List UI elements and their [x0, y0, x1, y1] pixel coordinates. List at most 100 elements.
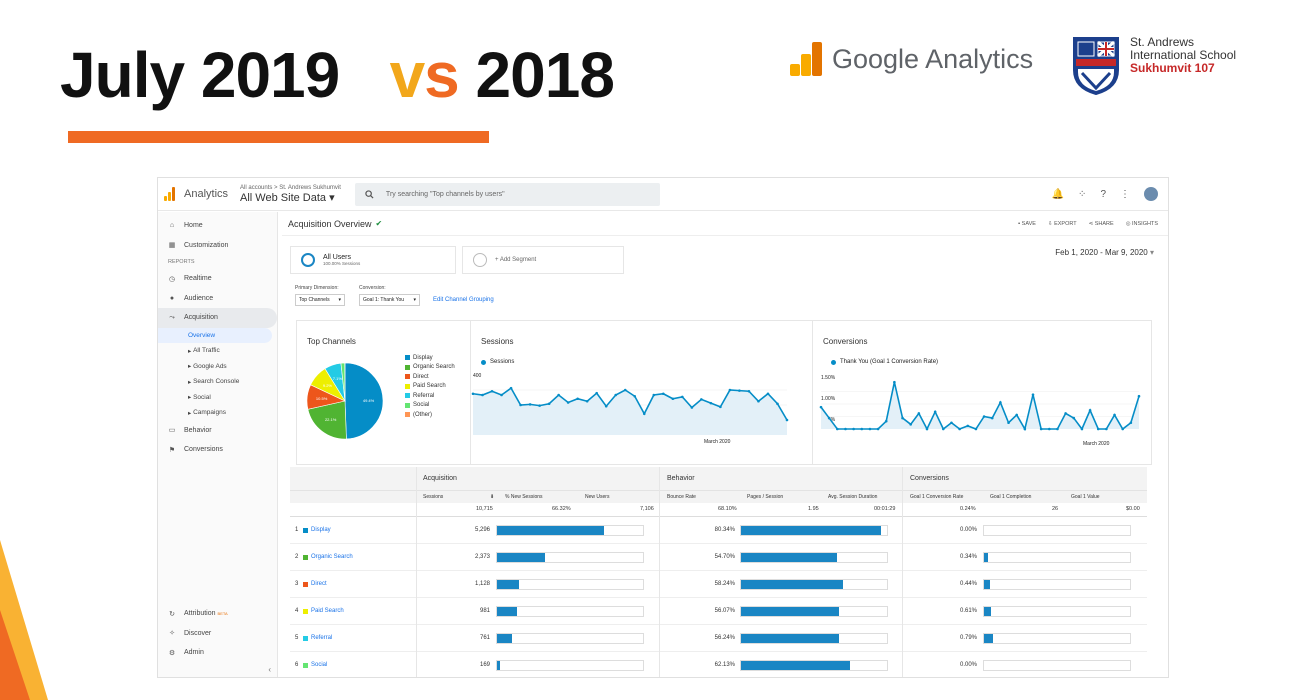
- more-vert-icon[interactable]: ⋮: [1120, 188, 1130, 200]
- data-point[interactable]: [509, 386, 513, 390]
- nav-audience[interactable]: ● Audience: [158, 289, 277, 309]
- search-input[interactable]: Try searching "Top channels by users": [354, 182, 660, 206]
- avatar[interactable]: [1144, 187, 1158, 201]
- data-point[interactable]: [917, 412, 921, 415]
- account-selector[interactable]: All accounts > St. Andrews Sukhumvit All…: [240, 185, 341, 204]
- date-range-picker[interactable]: Feb 1, 2020 - Mar 9, 2020 ▾: [1055, 248, 1154, 257]
- data-point[interactable]: [942, 427, 945, 431]
- pie-legend-item[interactable]: Referral: [405, 391, 455, 401]
- data-point[interactable]: [785, 418, 789, 422]
- edit-channel-grouping-link[interactable]: Edit Channel Grouping: [433, 297, 494, 303]
- data-point[interactable]: [1113, 413, 1116, 417]
- data-point[interactable]: [566, 401, 570, 404]
- data-point[interactable]: [681, 395, 684, 399]
- sort-desc-icon[interactable]: ⬇: [490, 494, 495, 500]
- col-goal1-completion[interactable]: Goal 1 Completion: [990, 494, 1032, 500]
- channel-name-link[interactable]: Organic Search: [311, 554, 353, 560]
- channel-name-link[interactable]: Direct: [311, 581, 327, 587]
- data-point[interactable]: [500, 393, 503, 397]
- pie-legend-item[interactable]: (Other): [405, 410, 455, 420]
- channel-name-link[interactable]: Social: [311, 662, 328, 668]
- data-point[interactable]: [728, 388, 732, 392]
- help-icon[interactable]: ?: [1100, 188, 1106, 200]
- col-new-users[interactable]: New Users: [585, 494, 610, 500]
- save-button[interactable]: ▪ SAVE: [1018, 220, 1036, 227]
- nav-conversions[interactable]: ⚑ Conversions: [158, 440, 277, 460]
- data-point[interactable]: [642, 412, 646, 416]
- data-point[interactable]: [652, 393, 656, 397]
- nav-realtime[interactable]: ◷ Realtime: [158, 269, 277, 289]
- nav-sub-social[interactable]: ▸ Social: [188, 393, 211, 402]
- data-point[interactable]: [481, 393, 484, 397]
- data-point[interactable]: [1007, 421, 1010, 425]
- data-point[interactable]: [633, 394, 637, 398]
- data-point[interactable]: [819, 405, 823, 409]
- nav-behavior[interactable]: ▭ Behavior: [158, 421, 277, 441]
- table-row[interactable]: 2 Organic Search 2,373 54.70% 0.34%: [290, 544, 1147, 571]
- table-row[interactable]: 3 Direct 1,128 58.24% 0.44%: [290, 571, 1147, 598]
- data-point[interactable]: [844, 427, 847, 431]
- data-point[interactable]: [662, 392, 665, 396]
- data-point[interactable]: [827, 416, 831, 420]
- col-avg-duration[interactable]: Avg. Session Duration: [828, 494, 878, 500]
- data-point[interactable]: [776, 402, 779, 406]
- pie-legend-item[interactable]: Direct: [405, 372, 455, 382]
- channel-name-link[interactable]: Referral: [311, 635, 333, 641]
- data-point[interactable]: [933, 410, 937, 414]
- data-point[interactable]: [1080, 427, 1084, 431]
- pie-legend-item[interactable]: Paid Search: [405, 382, 455, 392]
- data-point[interactable]: [671, 397, 675, 401]
- data-point[interactable]: [966, 424, 970, 428]
- pie-legend-item[interactable]: Display: [405, 353, 455, 363]
- data-point[interactable]: [547, 402, 551, 406]
- col-new-sessions[interactable]: % New Sessions: [505, 494, 543, 500]
- insights-button[interactable]: ◎ INSIGHTS: [1125, 220, 1158, 227]
- export-button[interactable]: ⇩ EXPORT: [1047, 220, 1077, 227]
- data-point[interactable]: [757, 399, 760, 403]
- col-goal1-value[interactable]: Goal 1 Value: [1071, 494, 1100, 500]
- nav-sub-all-traffic[interactable]: ▸ All Traffic: [188, 347, 220, 355]
- table-row[interactable]: 6 Social 169 62.13% 0.00%: [290, 652, 1147, 677]
- data-point[interactable]: [557, 393, 560, 397]
- data-point[interactable]: [690, 406, 694, 409]
- notifications-icon[interactable]: 🔔: [1051, 188, 1065, 200]
- add-segment-button[interactable]: + Add Segment: [462, 246, 624, 274]
- data-point[interactable]: [519, 403, 522, 407]
- nav-sub-search-console[interactable]: ▸ Search Console: [188, 378, 240, 386]
- data-point[interactable]: [1072, 416, 1076, 420]
- data-point[interactable]: [766, 392, 770, 396]
- col-goal1-rate[interactable]: Goal 1 Conversion Rate: [910, 494, 964, 500]
- table-row[interactable]: 4 Paid Search 981 56.07% 0.61%: [290, 598, 1147, 625]
- data-point[interactable]: [604, 404, 608, 408]
- data-point[interactable]: [719, 405, 722, 409]
- data-point[interactable]: [1048, 427, 1051, 431]
- table-row[interactable]: 5 Referral 761 56.24% 0.79%: [290, 625, 1147, 652]
- data-point[interactable]: [1015, 413, 1018, 417]
- table-row[interactable]: 1 Display 5,296 80.34% 0.00%: [290, 517, 1147, 544]
- data-point[interactable]: [1056, 427, 1059, 431]
- data-point[interactable]: [471, 392, 475, 396]
- data-point[interactable]: [860, 427, 864, 431]
- nav-customization[interactable]: ▦ Customization: [158, 236, 277, 256]
- nav-acquisition[interactable]: ⤳ Acquisition: [158, 308, 277, 328]
- channel-name-link[interactable]: Paid Search: [311, 608, 344, 614]
- data-point[interactable]: [1096, 427, 1100, 431]
- nav-sub-overview[interactable]: Overview: [158, 327, 272, 343]
- pie-slice-organic-search[interactable]: [307, 400, 347, 440]
- data-point[interactable]: [585, 399, 589, 403]
- data-point[interactable]: [538, 404, 541, 407]
- data-point[interactable]: [925, 427, 929, 431]
- data-point[interactable]: [852, 427, 855, 431]
- data-point[interactable]: [709, 401, 713, 405]
- data-point[interactable]: [528, 403, 532, 406]
- data-point[interactable]: [1129, 421, 1133, 425]
- data-point[interactable]: [836, 427, 839, 431]
- data-point[interactable]: [884, 419, 888, 423]
- col-pages-session[interactable]: Pages / Session: [747, 494, 784, 500]
- data-point[interactable]: [999, 401, 1002, 404]
- conversion-select[interactable]: Goal 1: Thank You ▾: [359, 294, 420, 306]
- data-point[interactable]: [893, 380, 896, 384]
- data-point[interactable]: [909, 423, 912, 426]
- data-point[interactable]: [614, 393, 618, 397]
- col-bounce-rate[interactable]: Bounce Rate: [667, 494, 696, 500]
